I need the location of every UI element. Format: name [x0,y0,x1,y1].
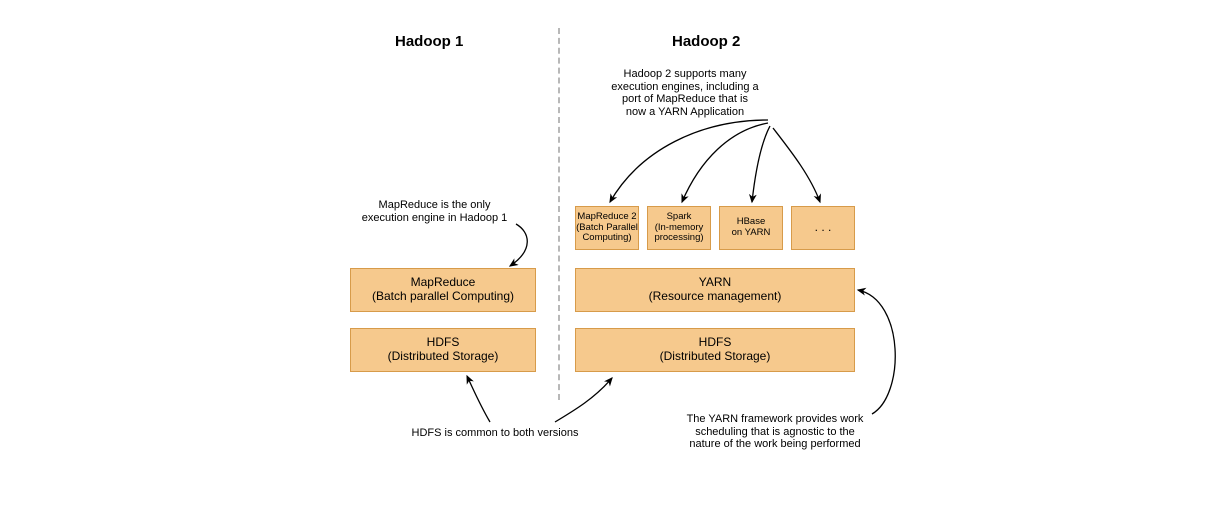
arrow-hdfs-common-to-h1 [467,376,490,422]
note-hdfs-common: HDFS is common to both versions [390,427,600,440]
h2-engine-mr2-l3: Computing) [582,233,631,244]
h2-engine-more-box: . . . [791,206,855,250]
h1-mapreduce-line2: (Batch parallel Computing) [372,290,514,304]
h2-engine-spark-l1: Spark [667,212,692,223]
arrow-note-h1-to-mr [510,224,527,266]
h2-engine-hbase-box: HBase on YARN [719,206,783,250]
h2-engine-spark-box: Spark (In-memory processing) [647,206,711,250]
h2-hdfs-box: HDFS (Distributed Storage) [575,328,855,372]
h2-engine-more-l1: . . . [815,221,832,235]
h2-hdfs-l1: HDFS [699,336,732,350]
h2-engine-mr2-l1: MapReduce 2 [577,212,636,223]
h2-engine-mr2-box: MapReduce 2 (Batch Parallel Computing) [575,206,639,250]
h2-engine-spark-l3: processing) [654,233,703,244]
arrow-yarn-note-to-yarn [858,290,895,414]
arrow-note-h2-to-spark [682,123,768,202]
title-hadoop1: Hadoop 1 [395,33,463,50]
h1-mapreduce-box: MapReduce (Batch parallel Computing) [350,268,536,312]
note-yarn: The YARN framework provides workscheduli… [665,413,885,451]
note-h2-engines: Hadoop 2 supports manyexecution engines,… [590,68,780,119]
arrow-note-h2-to-more [773,128,820,202]
vertical-divider [558,28,560,400]
h1-mapreduce-line1: MapReduce [411,276,476,290]
arrow-note-h2-to-hbase [752,126,770,202]
h2-hdfs-l2: (Distributed Storage) [660,350,771,364]
arrow-note-h2-to-mr2 [610,120,768,202]
h1-hdfs-line2: (Distributed Storage) [388,350,499,364]
h1-hdfs-line1: HDFS [427,336,460,350]
arrow-hdfs-common-to-h2 [555,378,612,422]
h2-yarn-box: YARN (Resource management) [575,268,855,312]
h2-yarn-l1: YARN [699,276,731,290]
title-hadoop2: Hadoop 2 [672,33,740,50]
h2-engine-hbase-l2: on YARN [732,228,771,239]
note-h1-engine: MapReduce is the onlyexecution engine in… [347,199,522,224]
h2-yarn-l2: (Resource management) [649,290,782,304]
h1-hdfs-box: HDFS (Distributed Storage) [350,328,536,372]
